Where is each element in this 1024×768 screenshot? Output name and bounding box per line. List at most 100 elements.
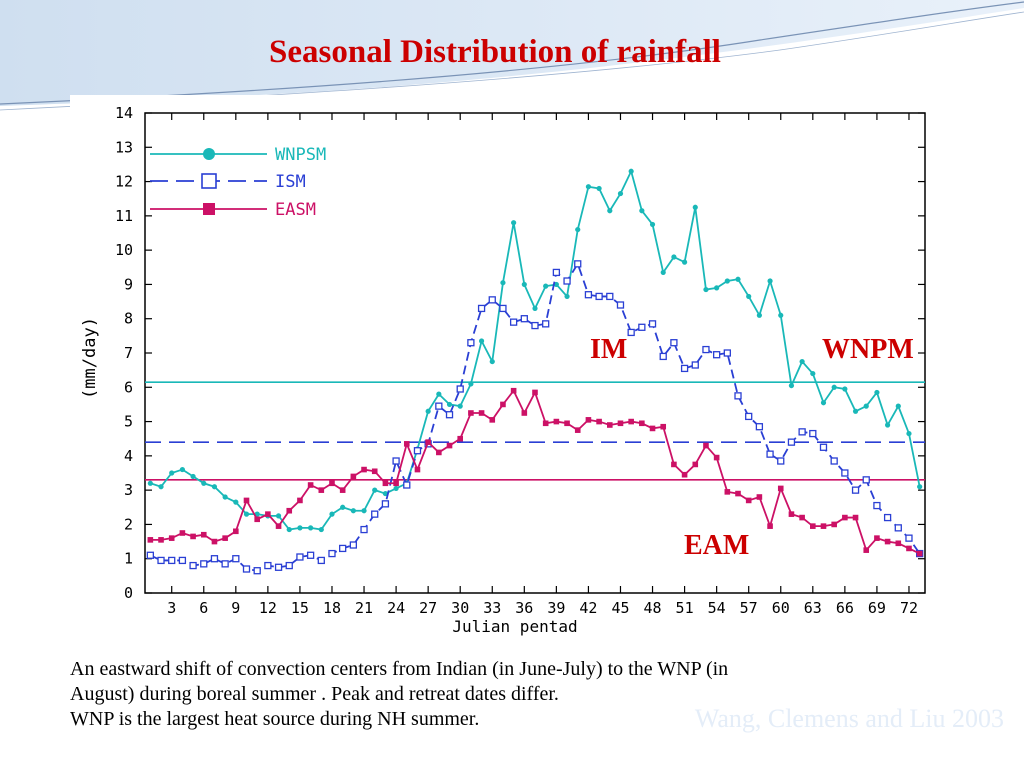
point-wnpsm bbox=[286, 526, 292, 533]
point-ism bbox=[296, 553, 304, 561]
point-ism bbox=[755, 423, 764, 431]
point-easm bbox=[382, 480, 389, 487]
point-easm bbox=[532, 389, 538, 396]
point-easm bbox=[628, 418, 634, 425]
point-wnpsm bbox=[521, 281, 527, 288]
point-wnpsm bbox=[778, 312, 784, 318]
point-easm bbox=[446, 442, 453, 449]
point-wnpsm bbox=[233, 499, 239, 505]
x-tick-label: 48 bbox=[644, 599, 662, 617]
point-wnpsm bbox=[532, 305, 538, 312]
x-tick-label: 36 bbox=[515, 599, 533, 617]
point-wnpsm bbox=[361, 508, 367, 514]
point-ism bbox=[841, 469, 849, 477]
point-ism bbox=[616, 301, 625, 309]
point-ism bbox=[648, 320, 657, 328]
x-tick-label: 18 bbox=[323, 599, 341, 617]
point-ism bbox=[638, 323, 646, 331]
point-ism bbox=[221, 560, 229, 568]
y-tick-label: 9 bbox=[124, 275, 133, 293]
point-wnpsm bbox=[607, 208, 613, 214]
point-ism bbox=[392, 457, 400, 465]
point-easm bbox=[724, 489, 731, 495]
point-ism bbox=[766, 450, 774, 458]
point-easm bbox=[553, 418, 560, 425]
point-ism bbox=[328, 549, 336, 558]
point-ism bbox=[413, 447, 422, 455]
point-ism bbox=[883, 513, 892, 522]
point-easm bbox=[574, 427, 581, 433]
point-ism bbox=[723, 349, 731, 357]
series-line-wnpsm bbox=[150, 168, 921, 531]
citation: Wang, Clemens and Liu 2003 bbox=[694, 704, 1004, 733]
point-ism bbox=[595, 292, 603, 301]
point-easm bbox=[799, 514, 805, 521]
point-ism bbox=[830, 457, 838, 465]
point-easm bbox=[211, 538, 218, 545]
point-ism bbox=[809, 429, 817, 438]
point-easm bbox=[735, 490, 741, 497]
caption-line-2: August) during boreal summer . Peak and … bbox=[70, 683, 559, 705]
point-ism bbox=[339, 544, 347, 553]
x-tick-label: 12 bbox=[259, 599, 277, 617]
point-ism bbox=[381, 500, 390, 508]
point-wnpsm bbox=[714, 285, 720, 291]
point-ism bbox=[734, 392, 742, 400]
point-wnpsm bbox=[746, 293, 752, 300]
legend-label-easm: EASM bbox=[275, 200, 316, 220]
point-easm bbox=[671, 461, 677, 468]
point-easm bbox=[564, 420, 570, 427]
point-easm bbox=[884, 538, 891, 545]
point-wnpsm bbox=[596, 185, 602, 192]
point-ism bbox=[659, 352, 667, 361]
y-tick-label: 12 bbox=[115, 173, 133, 191]
point-wnpsm bbox=[297, 525, 303, 531]
point-wnpsm bbox=[639, 208, 645, 214]
point-wnpsm bbox=[852, 408, 859, 414]
point-easm bbox=[361, 466, 367, 473]
point-wnpsm bbox=[810, 370, 816, 377]
x-tick-label: 60 bbox=[772, 599, 790, 617]
point-wnpsm bbox=[649, 221, 656, 228]
point-wnpsm bbox=[511, 220, 517, 226]
point-easm bbox=[371, 468, 378, 475]
x-tick-label: 45 bbox=[611, 599, 629, 617]
x-tick-label: 24 bbox=[387, 599, 405, 617]
point-easm bbox=[820, 523, 827, 529]
point-easm bbox=[403, 441, 410, 447]
point-wnpsm bbox=[275, 513, 282, 519]
point-easm bbox=[297, 497, 303, 504]
point-easm bbox=[852, 514, 859, 521]
point-ism bbox=[477, 304, 486, 313]
point-ism bbox=[787, 438, 796, 446]
point-easm bbox=[681, 471, 688, 478]
x-tick-label: 21 bbox=[355, 599, 373, 617]
x-tick-label: 57 bbox=[740, 599, 758, 617]
point-easm bbox=[457, 435, 464, 442]
point-ism bbox=[168, 556, 176, 565]
point-easm bbox=[393, 480, 399, 487]
point-wnpsm bbox=[147, 480, 153, 486]
point-easm bbox=[649, 425, 656, 432]
point-wnpsm bbox=[767, 278, 773, 284]
y-tick-label: 11 bbox=[115, 207, 133, 225]
point-wnpsm bbox=[393, 485, 399, 492]
point-wnpsm bbox=[553, 281, 559, 288]
x-tick-label: 15 bbox=[291, 599, 309, 617]
point-easm bbox=[339, 487, 346, 493]
point-ism bbox=[210, 555, 219, 563]
point-easm bbox=[168, 535, 175, 541]
point-easm bbox=[692, 461, 699, 468]
point-ism bbox=[627, 328, 635, 337]
point-easm bbox=[200, 531, 207, 538]
point-ism bbox=[691, 361, 699, 369]
label-eam: EAM bbox=[684, 530, 750, 561]
point-ism bbox=[712, 351, 721, 359]
point-easm bbox=[158, 537, 164, 543]
point-wnpsm bbox=[831, 384, 837, 390]
caption: An eastward shift of convection centers … bbox=[70, 657, 950, 732]
x-tick-label: 42 bbox=[579, 599, 597, 617]
rainfall-chart: 0 1 2 3 4 5 6 7 8 9 10 11 12 13 14 3 6 9 12 15 18 21 24 27 30 33 3… bbox=[70, 95, 940, 645]
point-easm bbox=[500, 401, 506, 408]
